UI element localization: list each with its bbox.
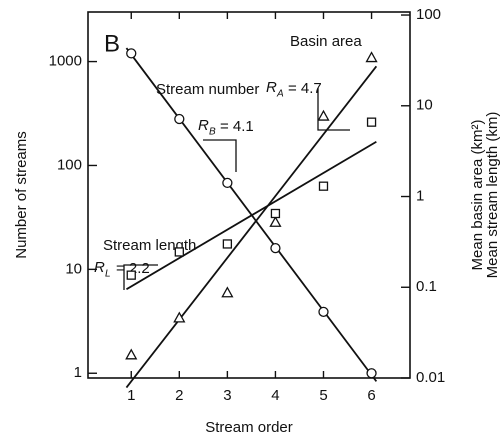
- slope-triangle: [203, 139, 237, 172]
- data-point: [318, 306, 329, 317]
- y2-tick-label: 0.01: [416, 369, 445, 386]
- x-tick-label: 4: [271, 387, 279, 404]
- fit-line: [125, 140, 377, 290]
- y-tick-label: 100: [57, 156, 82, 173]
- data-point: [222, 177, 233, 189]
- ratio-symbol: R: [198, 117, 209, 134]
- y2-tick-label: 10: [416, 97, 433, 114]
- data-point: [365, 51, 378, 63]
- ratio-subscript: L: [105, 269, 111, 280]
- data-point: [126, 48, 137, 59]
- y-axis-label: Number of streams: [13, 131, 30, 259]
- data-point: [366, 117, 377, 127]
- x-tick-label: 5: [319, 387, 327, 404]
- x-axis-label: Stream order: [205, 419, 293, 436]
- panel-label: B: [104, 30, 120, 57]
- y-tick-label: 1: [74, 364, 82, 381]
- slope-triangle: [123, 264, 158, 290]
- ratio-symbol: R: [266, 79, 277, 96]
- y-tick-label: 1000: [49, 53, 82, 70]
- ratio-label: R B = 4.1: [198, 117, 254, 138]
- data-point: [317, 109, 330, 121]
- plot-frame: [87, 11, 411, 379]
- fit-line: [125, 65, 378, 389]
- series-label: Stream length: [103, 237, 196, 254]
- x-tick-label: 1: [127, 387, 135, 404]
- series-label: Stream number: [156, 81, 259, 98]
- x-tick-label: 2: [175, 387, 183, 404]
- y2-tick-label: 100: [416, 6, 441, 23]
- data-point: [222, 239, 233, 249]
- data-point: [174, 247, 184, 257]
- ratio-symbol: R: [94, 259, 105, 276]
- slope-triangle: [317, 88, 350, 131]
- y-tick-label: 10: [65, 260, 82, 277]
- series-label: Basin area: [290, 33, 362, 50]
- data-point: [125, 348, 138, 360]
- ratio-value: = 4.1: [220, 118, 254, 135]
- data-point: [221, 286, 234, 298]
- ratio-subscript: B: [209, 127, 216, 138]
- data-point: [269, 215, 282, 227]
- y2-tick-label: 1: [416, 187, 424, 204]
- y2-axis-label: Mean stream length (km): [484, 112, 500, 279]
- y2-tick-label: 0.1: [416, 278, 437, 295]
- data-point: [270, 208, 281, 219]
- data-point: [270, 242, 281, 254]
- ratio-value: = 2.2: [116, 260, 150, 277]
- data-point: [174, 113, 185, 125]
- data-point: [318, 181, 329, 191]
- ratio-label: R A = 4.7: [266, 79, 322, 100]
- x-tick-label: 6: [367, 387, 375, 404]
- ratio-subscript: A: [276, 89, 284, 100]
- ratio-label: R L = 2.2: [94, 259, 150, 280]
- y2-axis-label: Mean basin area (km²): [469, 120, 486, 271]
- data-point: [173, 311, 186, 323]
- x-tick-label: 3: [223, 387, 231, 404]
- data-point: [126, 270, 136, 280]
- ratio-value: = 4.7: [288, 80, 322, 97]
- data-point: [366, 368, 377, 379]
